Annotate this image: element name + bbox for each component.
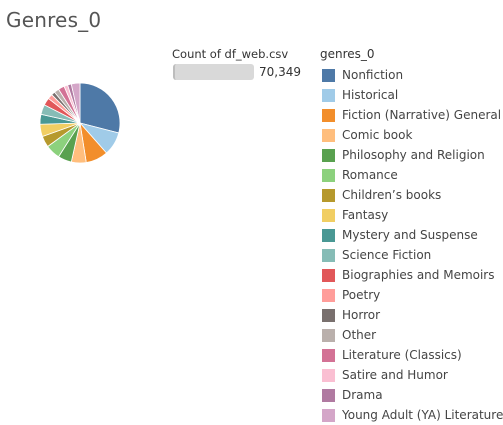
legend-label: Literature (Classics) [342,348,462,362]
legend-swatch [322,169,335,182]
legend-label: Fantasy [342,208,388,222]
size-legend-bar [173,64,254,80]
legend-swatch [322,69,335,82]
size-legend-title: Count of df_web.csv [172,47,288,61]
size-legend-value: 70,349 [259,65,301,79]
legend-label: Nonfiction [342,68,403,82]
legend-label: Science Fiction [342,248,431,262]
legend-swatch [322,189,335,202]
legend-item[interactable]: Fantasy [322,205,503,225]
legend-item[interactable]: Poetry [322,285,503,305]
legend-label: Other [342,328,376,342]
legend-swatch [322,249,335,262]
legend-item[interactable]: Satire and Humor [322,365,503,385]
legend-item[interactable]: Science Fiction [322,245,503,265]
legend-swatch [322,149,335,162]
legend-swatch [322,329,335,342]
legend-swatch [322,389,335,402]
legend-label: Historical [342,88,398,102]
legend-label: Satire and Humor [342,368,448,382]
legend-swatch [322,369,335,382]
legend-swatch [322,109,335,122]
legend-swatch [322,89,335,102]
legend-item[interactable]: Romance [322,165,503,185]
legend-item[interactable]: Biographies and Memoirs [322,265,503,285]
legend-swatch [322,269,335,282]
chart-title: Genres_0 [6,8,101,32]
legend-label: Mystery and Suspense [342,228,478,242]
legend-swatch [322,229,335,242]
legend-swatch [322,129,335,142]
legend-label: Horror [342,308,380,322]
legend-item[interactable]: Nonfiction [322,65,503,85]
legend-label: Poetry [342,288,380,302]
legend-item[interactable]: Horror [322,305,503,325]
color-legend: Nonfiction Historical Fiction (Narrative… [322,65,503,425]
legend-label: Young Adult (YA) Literature [342,408,503,422]
legend-label: Drama [342,388,383,402]
legend-item[interactable]: Historical [322,85,503,105]
legend-item[interactable]: Mystery and Suspense [322,225,503,245]
legend-label: Philosophy and Religion [342,148,485,162]
legend-item[interactable]: Philosophy and Religion [322,145,503,165]
legend-item[interactable]: Comic book [322,125,503,145]
legend-swatch [322,349,335,362]
legend-label: Fiction (Narrative) General [342,108,501,122]
legend-label: Comic book [342,128,412,142]
legend-item[interactable]: Literature (Classics) [322,345,503,365]
legend-label: Biographies and Memoirs [342,268,495,282]
legend-label: Romance [342,168,398,182]
legend-item[interactable]: Fiction (Narrative) General [322,105,503,125]
legend-item[interactable]: Young Adult (YA) Literature [322,405,503,425]
color-legend-title: genres_0 [320,47,375,61]
legend-swatch [322,289,335,302]
legend-swatch [322,309,335,322]
legend-item[interactable]: Drama [322,385,503,405]
legend-item[interactable]: Children’s books [322,185,503,205]
legend-label: Children’s books [342,188,441,202]
legend-swatch [322,409,335,422]
legend-swatch [322,209,335,222]
legend-item[interactable]: Other [322,325,503,345]
